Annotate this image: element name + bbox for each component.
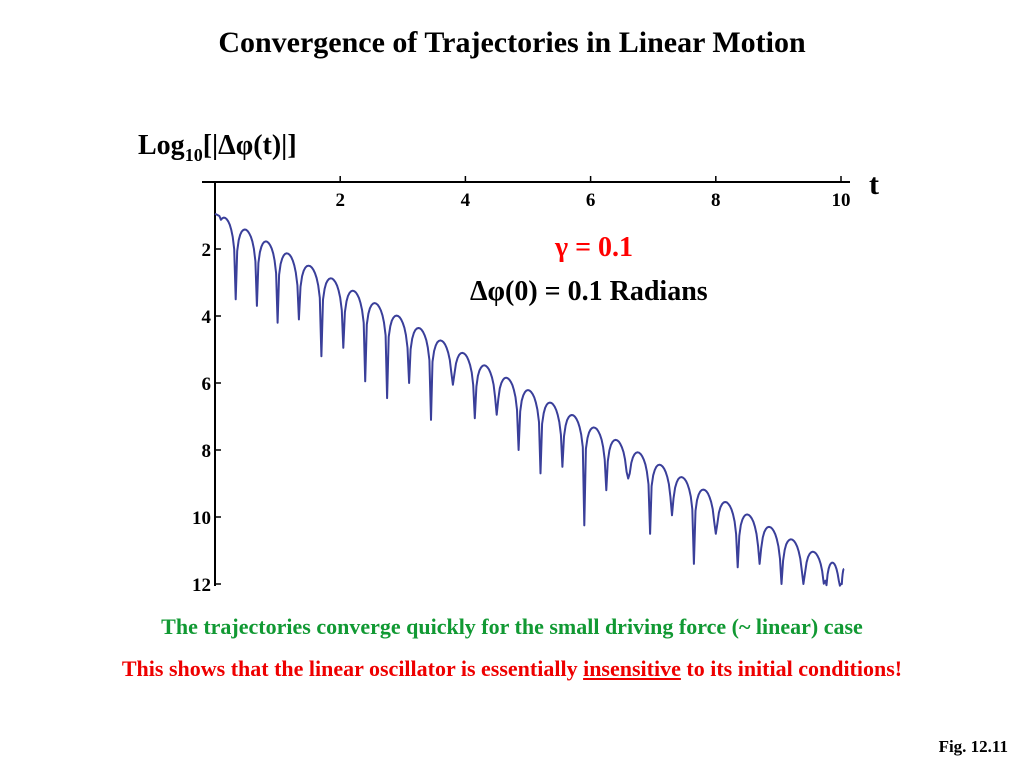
y-tick-label: 12 xyxy=(192,575,211,596)
caption-insensitive-post: to its initial conditions! xyxy=(680,656,903,681)
x-tick-label: 10 xyxy=(832,190,851,211)
y-tick-label: 4 xyxy=(202,307,212,328)
caption-insensitive: This shows that the linear oscillator is… xyxy=(0,656,1024,682)
x-tick-label: 4 xyxy=(461,190,471,211)
x-tick-label: 6 xyxy=(586,190,596,211)
x-tick-label: 8 xyxy=(711,190,721,211)
caption-insensitive-emphasis: insensitive xyxy=(583,656,681,681)
caption-insensitive-pre: This shows that the linear oscillator is… xyxy=(121,656,584,681)
y-tick-label: 10 xyxy=(192,508,211,529)
x-axis-label: t xyxy=(869,168,879,201)
trajectory-line xyxy=(214,212,845,587)
figure-label: Fig. 12.11 xyxy=(938,737,1008,756)
initial-condition-annotation: Δφ(0) = 0.1 Radians xyxy=(470,276,708,307)
y-tick-label: 8 xyxy=(202,441,212,462)
gamma-annotation: γ = 0.1 xyxy=(555,232,634,263)
y-axis-label-prefix: Log xyxy=(138,130,185,161)
x-tick-label: 2 xyxy=(335,190,345,211)
chart-title: Convergence of Trajectories in Linear Mo… xyxy=(218,26,806,59)
caption-converge: The trajectories converge quickly for th… xyxy=(161,614,863,639)
axes: 2 4 6 8 10 2 4 6 8 10 12 xyxy=(192,176,851,596)
y-axis-label-subscript: 10 xyxy=(184,145,203,165)
y-axis-label-suffix: [|Δφ(t)|] xyxy=(202,130,297,161)
series-group xyxy=(214,212,845,587)
y-tick-label: 2 xyxy=(202,240,212,261)
y-tick-label: 6 xyxy=(202,374,212,395)
y-axis-label: Log10[|Δφ(t)|] xyxy=(138,130,297,166)
